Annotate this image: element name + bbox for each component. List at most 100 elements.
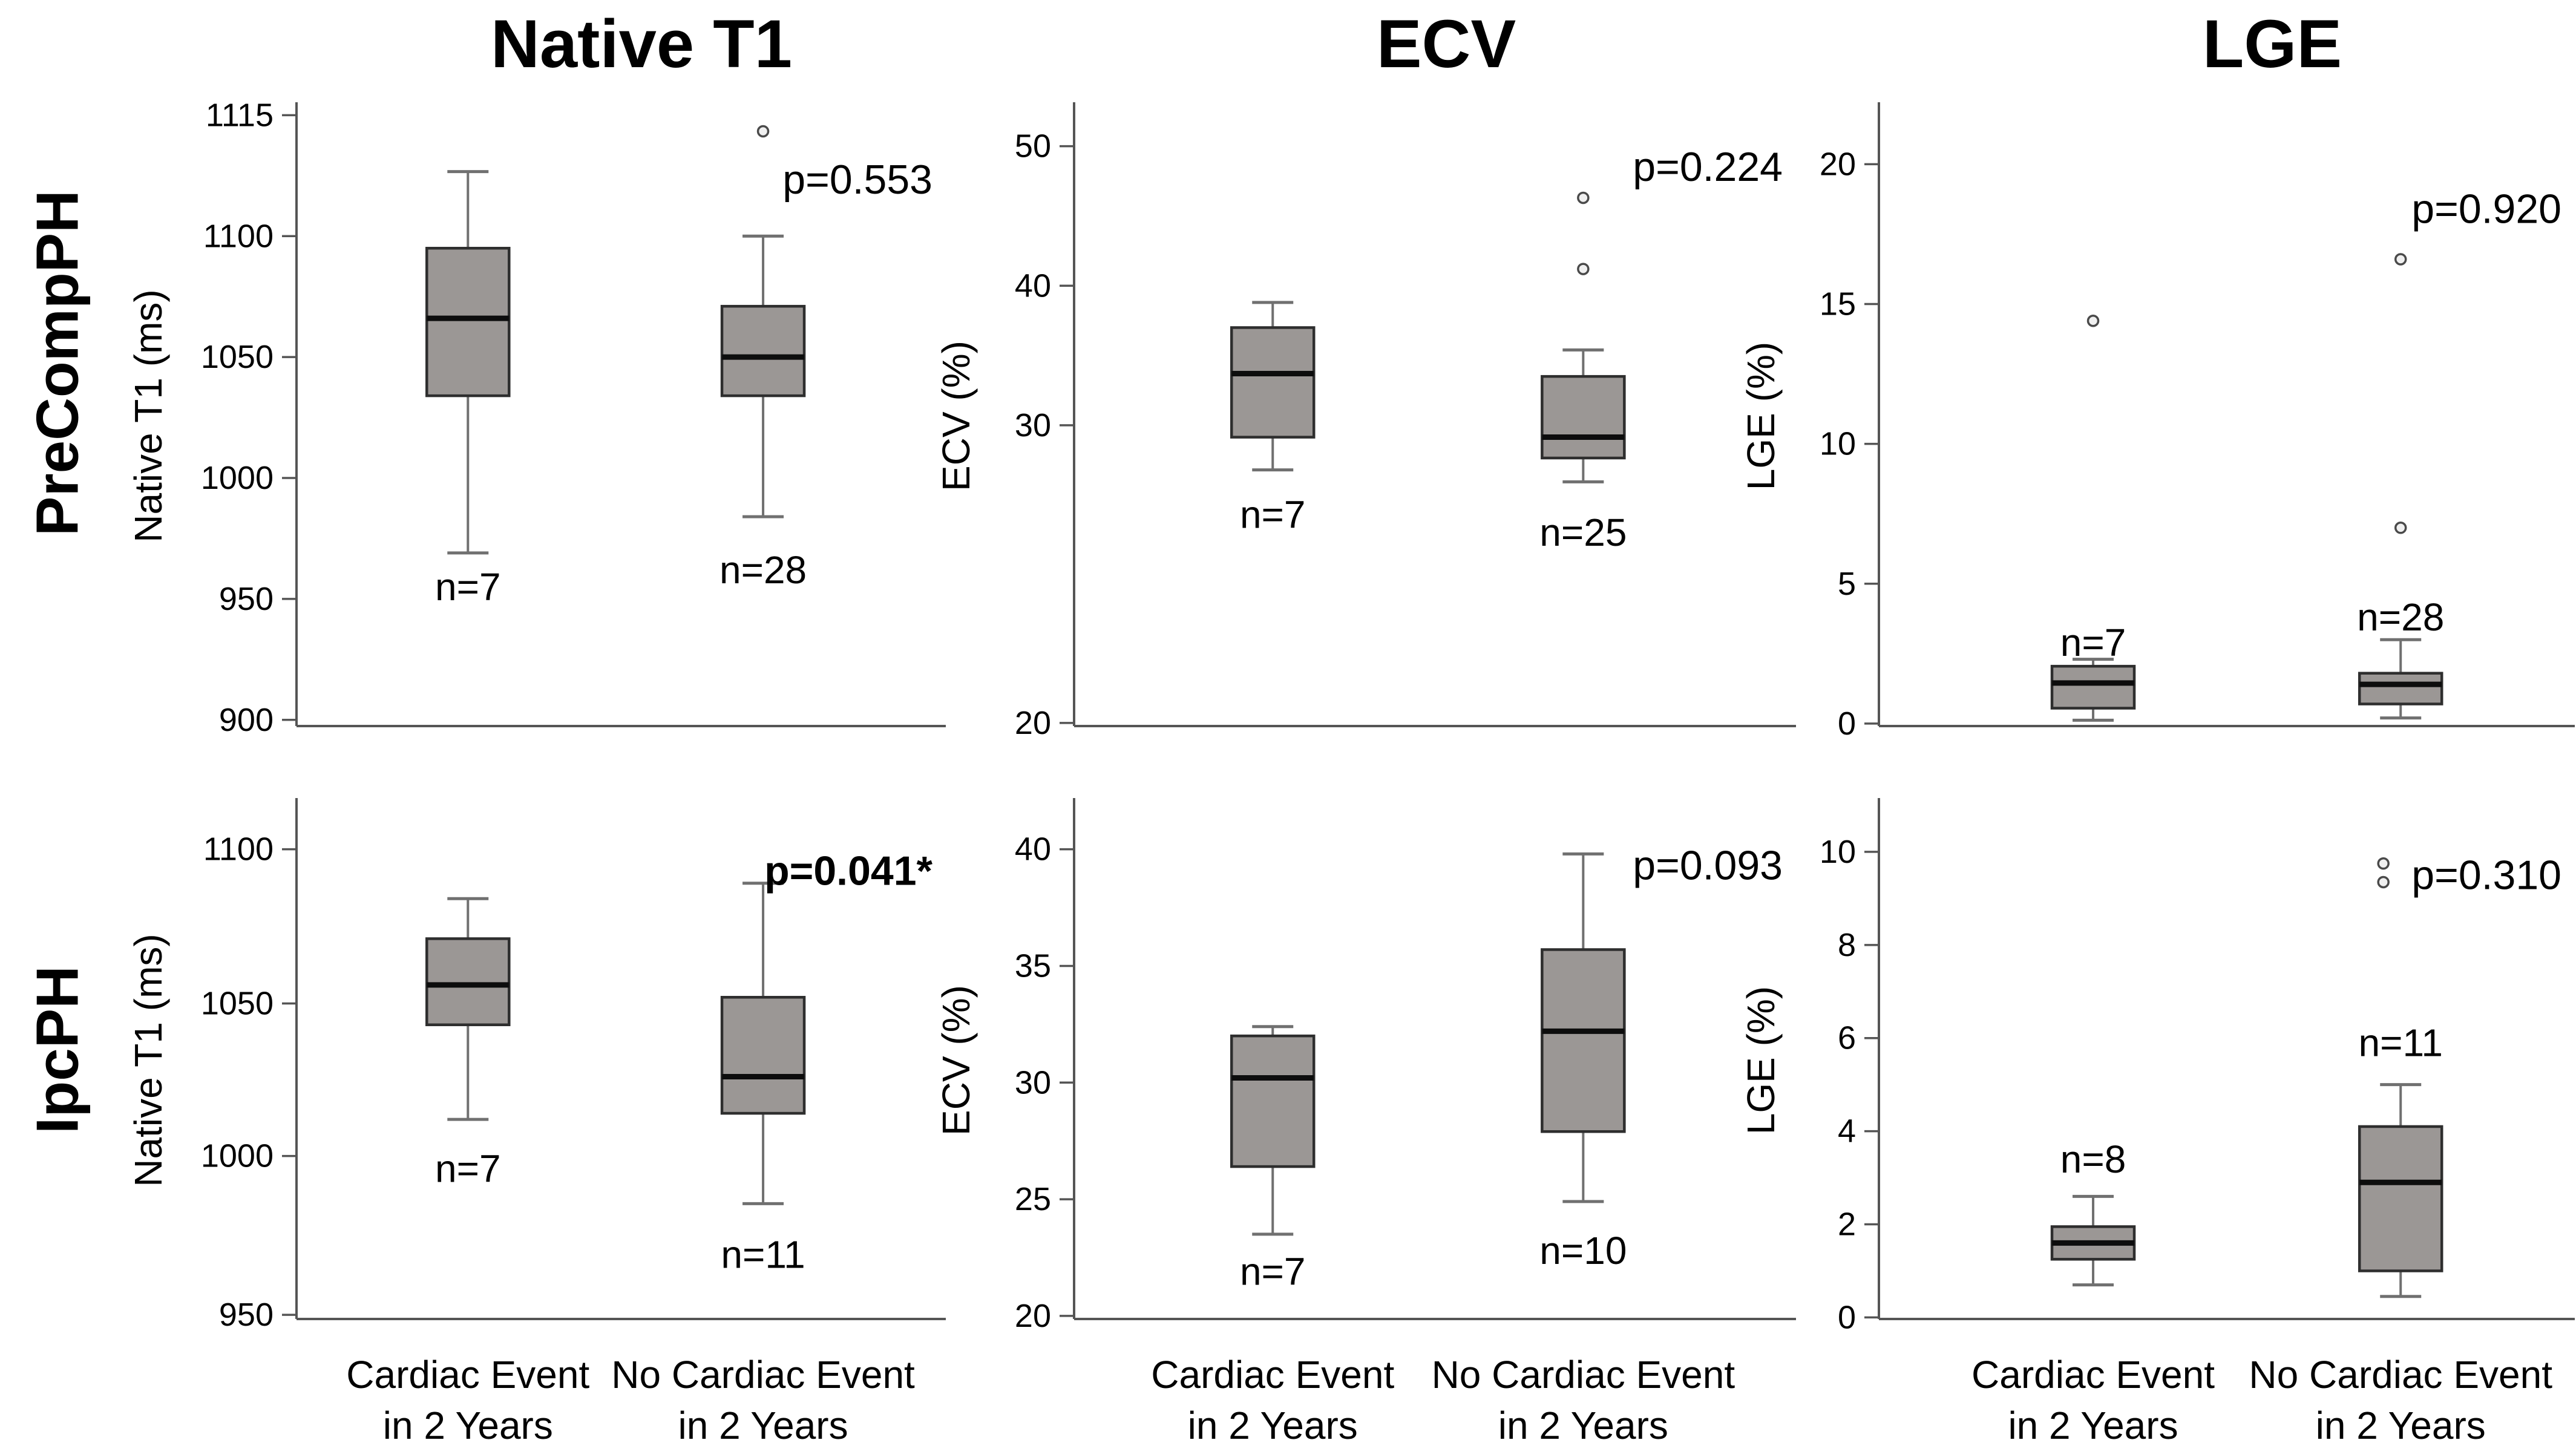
outlier-point [2086, 314, 2100, 327]
panel-ipcph-lge: 0 2 4 6 8 10 LGE (%) n=8 Cardiac Event in 2 Years… [1739, 798, 2575, 1440]
y-tick-label: 30 [1015, 1064, 1051, 1101]
x-group-label-line2: in 2 Years [1188, 1404, 1358, 1440]
iqr-box [720, 996, 806, 1115]
p-value-label: p=0.093 [1633, 843, 1783, 889]
x-group-label-line1: Cardiac Event [1971, 1353, 2215, 1396]
y-tick-label: 950 [219, 581, 274, 617]
p-value-label: p=0.041* [764, 848, 932, 894]
iqr-box [2358, 1125, 2443, 1272]
y-tick-label: 8 [1838, 927, 1856, 963]
outlier-point [756, 125, 770, 138]
n-count-label: n=10 [1539, 1229, 1627, 1272]
outlier-point [2377, 875, 2390, 889]
x-group-label-line2: in 2 Years [383, 1404, 553, 1440]
x-group-label-line1: No Cardiac Event [1432, 1353, 1735, 1396]
y-tick-label: 1115 [206, 97, 274, 133]
row-label-ipcph: IpcPH [24, 966, 91, 1134]
box-plot-cardiac-event: n=7 [2050, 314, 2136, 722]
x-group-label-line1: No Cardiac Event [2249, 1353, 2552, 1396]
x-group-label-line1: Cardiac Event [1151, 1353, 1394, 1396]
column-title-lge: LGE [2202, 6, 2342, 82]
box-plot-no-cardiac-event: n=28 [719, 125, 807, 592]
y-tick-label: 2 [1838, 1206, 1856, 1243]
x-group-label-line2: in 2 Years [2008, 1404, 2178, 1440]
y-tick-label: 1100 [203, 831, 274, 868]
iqr-box [720, 304, 806, 398]
iqr-box [1541, 948, 1626, 1133]
box-plot-no-cardiac-event: n=11 [720, 882, 806, 1276]
outlier-point [2394, 522, 2407, 534]
y-axis-label: LGE (%) [1739, 986, 1783, 1134]
y-tick-label: 1000 [201, 1138, 274, 1174]
panel-ipcph-native-t1: 950 1000 1050 1100 Native T1 (ms) n=7 Cardiac … [126, 798, 946, 1440]
y-tick-label: 50 [1015, 128, 1051, 165]
y-tick-label: 0 [1838, 705, 1856, 742]
x-group-label-line1: No Cardiac Event [611, 1353, 915, 1396]
y-tick-label: 1100 [203, 218, 274, 254]
y-tick-label: 15 [1820, 286, 1856, 322]
y-axis-label: Native T1 (ms) [126, 934, 170, 1186]
iqr-box [425, 246, 511, 398]
y-tick-label: 20 [1820, 146, 1856, 182]
n-count-label: n=7 [435, 1147, 501, 1191]
n-count-label: n=28 [719, 548, 807, 592]
panel-ipcph-ecv: 20 25 30 35 40 ECV (%) n=7 Cardiac Event in 2 Ye… [934, 798, 1796, 1440]
box-plot-no-cardiac-event: n=28 [2357, 253, 2444, 720]
y-axis-label: Native T1 (ms) [126, 289, 170, 542]
y-tick-label: 40 [1015, 831, 1051, 868]
y-tick-label: 20 [1015, 705, 1051, 741]
p-value-label: p=0.224 [1633, 144, 1783, 190]
y-tick-label: 6 [1838, 1020, 1856, 1056]
y-tick-label: 1050 [201, 339, 274, 375]
x-group-label-line2: in 2 Years [678, 1404, 848, 1440]
y-axis-label: LGE (%) [1739, 342, 1783, 490]
box-plot-cardiac-event: n=7 [425, 897, 511, 1191]
iqr-box [2050, 664, 2136, 710]
outlier-point [1577, 191, 1590, 205]
n-count-label: n=7 [1240, 1250, 1306, 1294]
x-group-label-line2: in 2 Years [2316, 1404, 2486, 1440]
iqr-box [2358, 672, 2443, 705]
y-axis-label: ECV (%) [934, 341, 978, 491]
y-tick-label: 0 [1838, 1299, 1856, 1335]
n-count-label: n=7 [1240, 493, 1306, 536]
panel-precompph-lge: 0 5 10 15 20 LGE (%) n=7 n=28 p=0.920 [1739, 102, 2575, 742]
box-plot-no-cardiac-event: n=25 [1539, 191, 1627, 554]
y-tick-label: 4 [1838, 1113, 1856, 1150]
column-title-native-t1: Native T1 [491, 6, 792, 82]
y-tick-label: 20 [1015, 1298, 1051, 1334]
p-value-label: p=0.553 [782, 157, 932, 203]
outlier-point [2394, 253, 2407, 266]
y-tick-label: 10 [1820, 834, 1856, 870]
box-plot-cardiac-event: n=7 [425, 170, 511, 609]
n-count-label: n=8 [2060, 1137, 2126, 1181]
x-group-label-line1: Cardiac Event [346, 1353, 589, 1396]
outlier-point [2377, 857, 2390, 870]
outlier-point [1577, 263, 1590, 275]
iqr-box [1230, 326, 1316, 439]
n-count-label: n=11 [2359, 1021, 2443, 1064]
y-tick-label: 950 [219, 1297, 274, 1333]
box-plot-no-cardiac-event: n=11 [2358, 857, 2443, 1298]
n-count-label: n=25 [1539, 511, 1627, 554]
panel-precompph-native-t1: 900 950 1000 1050 1100 1115 Native T1 (ms) n=7 n… [126, 97, 946, 738]
iqr-box [1541, 375, 1626, 460]
y-tick-label: 30 [1015, 407, 1051, 443]
y-tick-label: 1050 [201, 985, 274, 1021]
iqr-box [425, 937, 511, 1027]
y-tick-label: 1000 [201, 460, 274, 496]
y-axis-label: ECV (%) [934, 985, 978, 1136]
y-tick-label: 40 [1015, 267, 1051, 304]
x-group-label-line2: in 2 Years [1498, 1404, 1668, 1440]
y-tick-label: 900 [219, 702, 274, 738]
panel-precompph-ecv: 20 30 40 50 ECV (%) n=7 n=25 p=0.224 [934, 102, 1796, 741]
box-plot-cardiac-event: n=7 [1230, 1025, 1316, 1294]
p-value-label: p=0.920 [2411, 186, 2561, 232]
iqr-box [1230, 1034, 1316, 1168]
n-count-label: n=11 [721, 1232, 805, 1276]
box-plot-no-cardiac-event: n=10 [1539, 852, 1627, 1272]
y-tick-label: 10 [1820, 426, 1856, 462]
n-count-label: n=28 [2357, 595, 2444, 639]
p-value-label: p=0.310 [2411, 852, 2561, 898]
